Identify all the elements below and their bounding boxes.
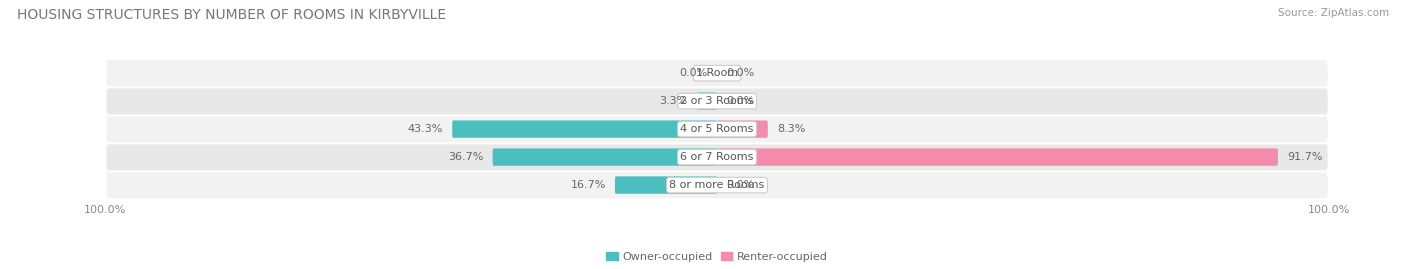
Text: 0.0%: 0.0% bbox=[727, 180, 755, 190]
Text: 1 Room: 1 Room bbox=[696, 68, 738, 78]
Text: 0.0%: 0.0% bbox=[727, 96, 755, 106]
Text: 6 or 7 Rooms: 6 or 7 Rooms bbox=[681, 152, 754, 162]
Text: 91.7%: 91.7% bbox=[1286, 152, 1323, 162]
FancyBboxPatch shape bbox=[717, 148, 1278, 166]
Text: Source: ZipAtlas.com: Source: ZipAtlas.com bbox=[1278, 8, 1389, 18]
FancyBboxPatch shape bbox=[614, 176, 717, 194]
FancyBboxPatch shape bbox=[492, 148, 717, 166]
FancyBboxPatch shape bbox=[105, 115, 1329, 143]
FancyBboxPatch shape bbox=[105, 59, 1329, 87]
FancyBboxPatch shape bbox=[105, 171, 1329, 199]
FancyBboxPatch shape bbox=[105, 143, 1329, 171]
Text: 16.7%: 16.7% bbox=[571, 180, 606, 190]
Text: 2 or 3 Rooms: 2 or 3 Rooms bbox=[681, 96, 754, 106]
Text: 3.3%: 3.3% bbox=[659, 96, 688, 106]
Text: 8 or more Rooms: 8 or more Rooms bbox=[669, 180, 765, 190]
Text: 0.0%: 0.0% bbox=[679, 68, 707, 78]
Text: HOUSING STRUCTURES BY NUMBER OF ROOMS IN KIRBYVILLE: HOUSING STRUCTURES BY NUMBER OF ROOMS IN… bbox=[17, 8, 446, 22]
Legend: Owner-occupied, Renter-occupied: Owner-occupied, Renter-occupied bbox=[602, 247, 832, 266]
FancyBboxPatch shape bbox=[105, 87, 1329, 115]
FancyBboxPatch shape bbox=[717, 121, 768, 138]
Text: 43.3%: 43.3% bbox=[408, 124, 443, 134]
Text: 8.3%: 8.3% bbox=[778, 124, 806, 134]
Text: 36.7%: 36.7% bbox=[449, 152, 484, 162]
Text: 4 or 5 Rooms: 4 or 5 Rooms bbox=[681, 124, 754, 134]
FancyBboxPatch shape bbox=[453, 121, 717, 138]
FancyBboxPatch shape bbox=[697, 93, 717, 110]
Text: 0.0%: 0.0% bbox=[727, 68, 755, 78]
